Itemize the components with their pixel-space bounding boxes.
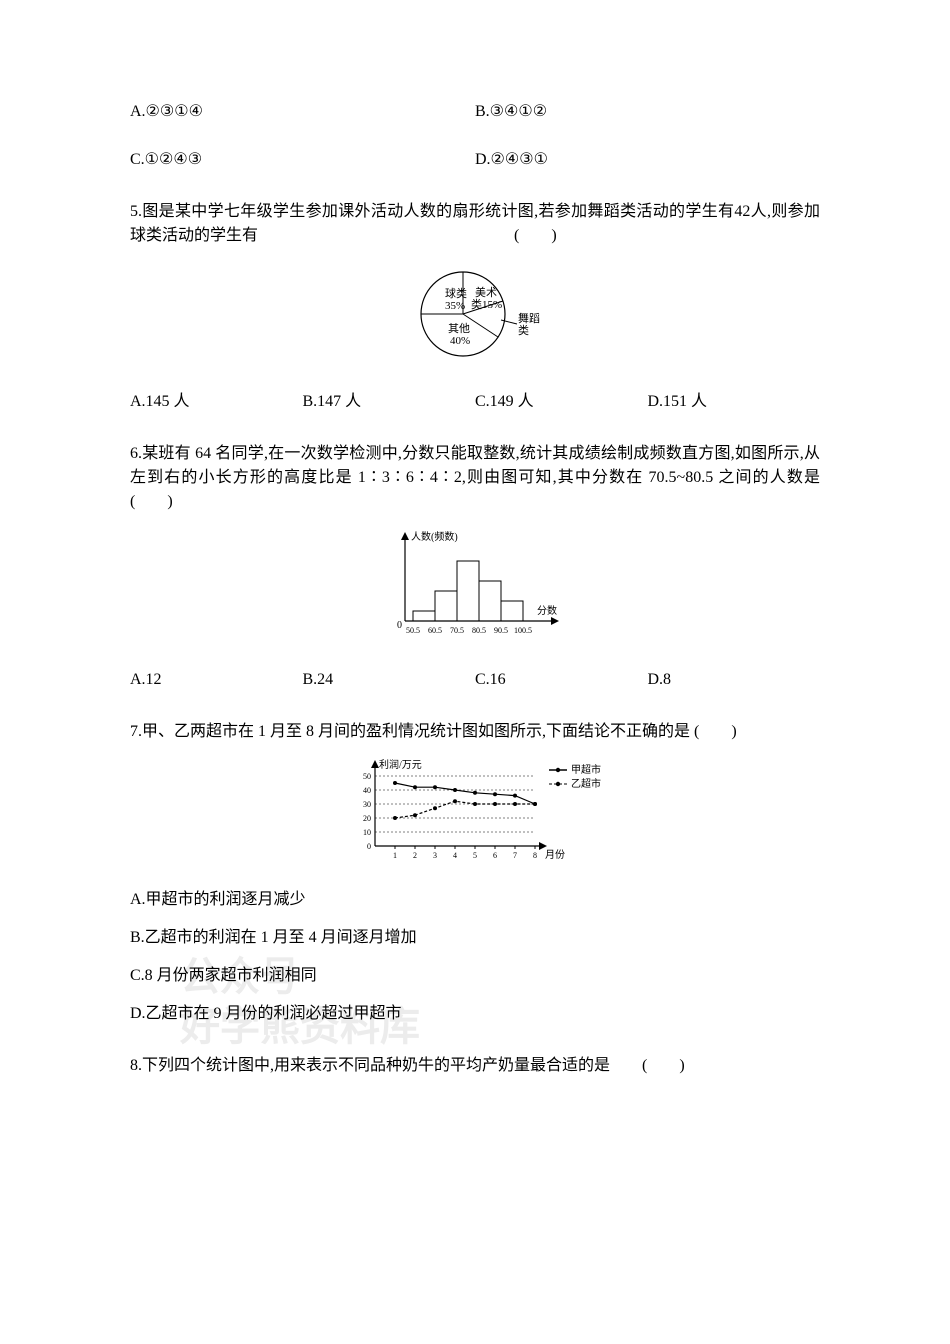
q4-options-row2: C.①②④③ D.②④③① [130,148,820,172]
q7-line-chart: 利润/万元 月份 甲超市 乙超市 10 20 30 40 50 0 1 2 3 4 5 6 7 8 [130,756,820,874]
pie-label-art: 美术 [475,286,497,299]
q6-text: 6.某班有 64 名同学,在一次数学检测中,分数只能取整数,统计其成绩绘制成频数… [130,442,820,514]
q4-option-a: A.②③①④ [130,100,475,124]
q6-option-b: B.24 [303,668,476,692]
hist-ylabel: 人数(频数) [411,530,458,543]
q8-text: 8.下列四个统计图中,用来表示不同品种奶牛的平均产奶量最合适的是 ( ) [130,1054,820,1078]
q5-option-b: B.147 人 [303,390,476,414]
q7-option-c: C.8 月份两家超市利润相同 [130,964,820,988]
q7-text: 7.甲、乙两超市在 1 月至 8 月间的盈利情况统计图如图所示,下面结论不正确的… [130,720,820,744]
pie-label-dance: 舞蹈 [518,312,540,325]
pie-label-ball-pct: 35% [445,300,465,312]
hist-bar [413,611,435,621]
svg-text:6: 6 [493,851,497,860]
svg-text:8: 8 [533,851,537,860]
svg-text:1: 1 [393,851,397,860]
legend-yi: 乙超市 [571,777,601,790]
svg-text:3: 3 [433,851,437,860]
q4-option-b: B.③④①② [475,100,820,124]
q5-option-a: A.145 人 [130,390,303,414]
hist-tick: 80.5 [472,626,486,635]
q4-options-row1: A.②③①④ B.③④①② [130,100,820,124]
hist-tick: 50.5 [406,626,420,635]
hist-origin: 0 [397,620,402,631]
q5-options: A.145 人 B.147 人 C.149 人 D.151 人 [130,390,820,414]
q5-option-d: D.151 人 [648,390,821,414]
pie-label-art-pct: 类15% [471,297,502,311]
q7-option-d: D.乙超市在 9 月份的利润必超过甲超市 [130,1002,820,1026]
hist-tick: 70.5 [450,626,464,635]
q6-histogram: 人数(频数) 分数 0 50.5 60.5 70.5 80.5 90.5 100.5 [130,526,820,654]
q6-option-d: D.8 [648,668,821,692]
q7-option-b: B.乙超市的利润在 1 月至 4 月间逐月增加 [130,926,820,950]
pie-label-dance2: 类 [518,323,529,337]
svg-text:7: 7 [513,851,517,860]
svg-text:30: 30 [363,800,371,809]
hist-bar [435,591,457,621]
q6-options: A.12 B.24 C.16 D.8 [130,668,820,692]
q5-option-c: C.149 人 [475,390,648,414]
hist-tick: 100.5 [514,626,532,635]
hist-tick: 90.5 [494,626,508,635]
svg-text:40: 40 [363,786,371,795]
hist-bar [501,601,523,621]
hist-bar [479,581,501,621]
svg-text:10: 10 [363,828,371,837]
line-ylabel: 利润/万元 [379,758,422,771]
svg-text:5: 5 [473,851,477,860]
line-xlabel: 月份 [545,849,565,861]
q5-text: 5.图是某中学七年级学生参加课外活动人数的扇形统计图,若参加舞蹈类活动的学生有4… [130,200,820,248]
svg-text:20: 20 [363,814,371,823]
hist-bar [457,561,479,621]
svg-text:50: 50 [363,772,371,781]
hist-tick: 60.5 [428,626,442,635]
q4-option-d: D.②④③① [475,148,820,172]
svg-text:0: 0 [367,842,371,851]
q7-option-a: A.甲超市的利润逐月减少 [130,888,820,912]
pie-label-ball: 球类 [445,286,467,300]
legend-jia: 甲超市 [571,763,601,776]
pie-label-other-pct: 40% [450,335,470,347]
q4-option-c: C.①②④③ [130,148,475,172]
pie-label-other: 其他 [448,322,470,335]
q6-option-c: C.16 [475,668,648,692]
q5-pie-chart: 球类 35% 美术 类15% 其他 40% 舞蹈 类 [130,260,820,376]
svg-text:4: 4 [453,851,457,860]
q6-option-a: A.12 [130,668,303,692]
svg-text:2: 2 [413,851,417,860]
hist-xlabel: 分数 [537,604,557,617]
